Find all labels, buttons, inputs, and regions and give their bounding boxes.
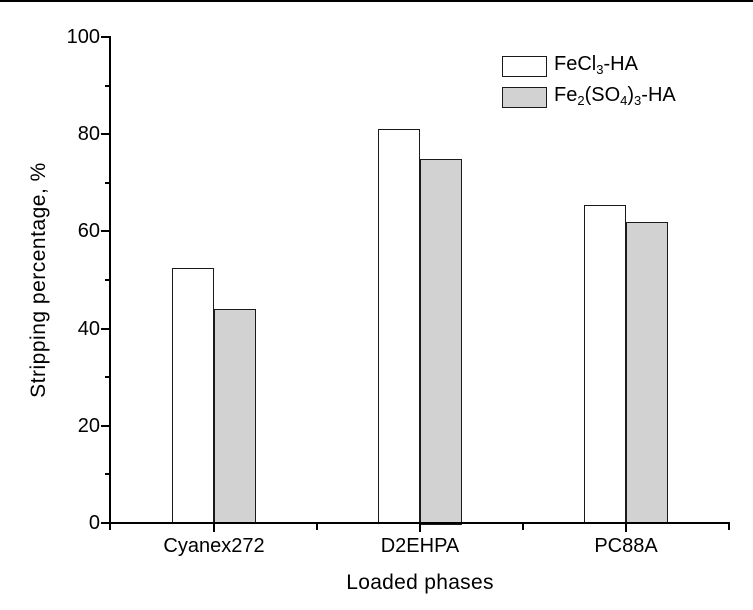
y-tick-label-60: 60 <box>77 220 100 242</box>
legend-swatch <box>502 56 547 77</box>
y-major-tick-60 <box>101 230 109 232</box>
y-minor-tick-30 <box>105 376 109 378</box>
x-axis-line <box>109 522 730 524</box>
y-tick-label-20: 20 <box>77 415 100 437</box>
x-major-tick <box>213 524 215 532</box>
bar-fecl3ha-d2ehpa <box>378 129 420 524</box>
x-minor-tick <box>522 524 524 530</box>
x-major-tick <box>419 524 421 532</box>
y-minor-tick-90 <box>105 85 109 87</box>
y-minor-tick-10 <box>105 473 109 475</box>
y-major-tick-20 <box>101 425 109 427</box>
legend-item-fe2so43ha: Fe2(SO4)3-HA <box>502 83 676 108</box>
legend: FeCl3-HA Fe2(SO4)3-HA <box>502 52 676 118</box>
figure-top-border <box>0 0 753 2</box>
legend-swatch <box>502 87 547 108</box>
y-major-tick-40 <box>101 328 109 330</box>
y-major-tick-80 <box>101 133 109 135</box>
bar-fe2so43ha-d2ehpa <box>420 159 462 525</box>
legend-label: Fe2(SO4)3-HA <box>554 83 676 108</box>
legend-label: FeCl3-HA <box>554 52 638 77</box>
y-tick-label-100: 100 <box>66 26 100 48</box>
y-axis-title: Stripping percentage, % <box>27 162 50 398</box>
y-tick-label-80: 80 <box>77 123 100 145</box>
y-major-tick-0 <box>101 522 109 524</box>
legend-item-fecl3ha: FeCl3-HA <box>502 52 676 77</box>
x-major-tick <box>625 524 627 532</box>
y-minor-tick-70 <box>105 182 109 184</box>
x-tick-label-pc88a: PC88A <box>594 535 658 557</box>
bar-fecl3ha-pc88a <box>584 205 626 524</box>
x-tick-label-cyanex272: Cyanex272 <box>163 535 265 557</box>
x-tick-label-d2ehpa: D2EHPA <box>380 535 460 557</box>
y-minor-tick-50 <box>105 279 109 281</box>
x-minor-tick <box>728 524 730 530</box>
y-tick-label-40: 40 <box>77 318 100 340</box>
bar-fe2so43ha-pc88a <box>626 222 668 524</box>
x-minor-tick <box>316 524 318 530</box>
y-major-tick-100 <box>101 36 109 38</box>
bar-fecl3ha-cyanex272 <box>172 268 214 524</box>
bar-fe2so43ha-cyanex272 <box>214 309 256 524</box>
x-minor-tick <box>109 524 111 530</box>
y-axis-line <box>109 36 111 524</box>
x-axis-title: Loaded phases <box>346 571 494 594</box>
y-tick-label-0: 0 <box>88 512 100 534</box>
